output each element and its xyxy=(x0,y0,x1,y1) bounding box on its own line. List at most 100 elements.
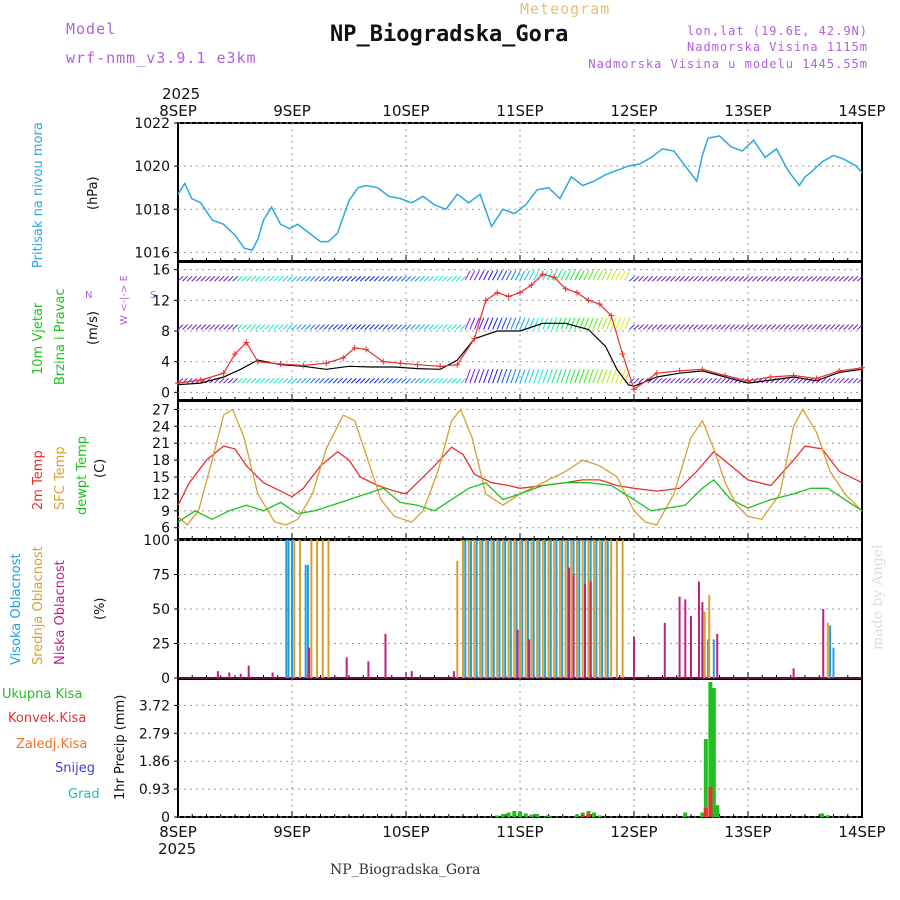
wind-barb xyxy=(597,369,603,384)
wind-barb xyxy=(560,369,567,384)
cloud-bar xyxy=(568,567,571,678)
wind-barb xyxy=(405,324,412,330)
cloud-bar xyxy=(572,574,575,678)
wind-barb xyxy=(195,276,202,282)
wind-barb xyxy=(337,324,343,330)
wind-barb xyxy=(428,324,435,330)
wind-barb xyxy=(565,369,572,384)
cloud-bar xyxy=(716,633,719,678)
wind-barb xyxy=(264,276,270,282)
cloud-bar xyxy=(504,540,507,678)
wind-barb xyxy=(852,276,859,282)
wind-barb xyxy=(464,369,471,384)
wind-barb xyxy=(647,276,654,282)
wind-barb xyxy=(651,276,658,282)
gust-marker xyxy=(254,358,261,365)
cloud-bar xyxy=(484,540,487,678)
wind-barb xyxy=(419,276,426,282)
wind-barb xyxy=(665,377,672,384)
y-tick-label: 1020 xyxy=(134,159,170,175)
cloud-bar xyxy=(792,668,795,678)
wind-barb xyxy=(314,377,321,384)
wind-barb xyxy=(350,276,357,282)
wind-barb xyxy=(259,276,266,282)
wind-barb xyxy=(642,276,649,282)
wind-barb xyxy=(446,377,453,384)
wind-barb xyxy=(665,276,672,282)
wind-barb xyxy=(364,276,371,282)
wind-barb xyxy=(683,377,690,384)
wind-barb xyxy=(369,276,375,282)
gust-marker xyxy=(397,360,404,367)
wind-barb xyxy=(291,377,298,384)
wind-barb xyxy=(218,324,225,330)
cloud-bar xyxy=(601,540,604,678)
low-cloud-label: Niska Oblacnost xyxy=(53,560,68,665)
cloud-bar xyxy=(587,540,590,678)
wind-barb xyxy=(341,377,348,384)
wind-barb xyxy=(177,324,184,330)
wind-barb xyxy=(656,276,663,282)
gust-marker xyxy=(220,370,227,377)
precip-bar xyxy=(512,811,517,817)
wind-barb xyxy=(446,324,453,330)
precip-bar xyxy=(711,688,716,817)
precip-bar xyxy=(495,815,500,817)
wind-barb xyxy=(715,324,722,330)
wind-barb xyxy=(629,324,635,330)
cloud-bar xyxy=(703,611,706,678)
wind-barb xyxy=(268,377,275,384)
wind-barb xyxy=(182,324,188,330)
wind-barb xyxy=(519,369,526,384)
wind-barb xyxy=(847,276,854,282)
wind-barb xyxy=(715,377,722,384)
wind-label: 10m Vjetar xyxy=(31,302,46,375)
wind-barb xyxy=(711,276,717,282)
wind-barb xyxy=(255,377,261,384)
wind-barb xyxy=(606,317,613,330)
day-label-top: 10SEP xyxy=(382,102,429,120)
cloud-bar xyxy=(707,639,710,678)
cloud-bar xyxy=(308,647,311,678)
cloud-bar xyxy=(615,540,618,678)
wind-barb xyxy=(597,317,603,330)
wind-barb xyxy=(442,276,448,282)
wind-barb xyxy=(619,317,626,330)
wind-barb xyxy=(246,324,252,330)
wind-barb xyxy=(287,377,293,384)
cloud-bar xyxy=(701,602,704,678)
wind-barb xyxy=(305,377,312,384)
cloud-bar xyxy=(564,540,567,678)
wind-barb xyxy=(661,276,667,282)
wind-barb xyxy=(692,324,699,330)
conv-precip-label: Konvek.Kisa xyxy=(8,711,86,726)
gust-marker xyxy=(340,354,347,361)
wind-barb xyxy=(747,324,754,330)
wind-barb xyxy=(806,377,813,384)
wind-barb xyxy=(802,276,809,282)
y-tick-label: 1016 xyxy=(134,245,170,261)
wind-barb xyxy=(688,276,695,282)
wind-barb xyxy=(610,270,617,281)
wind-barb xyxy=(765,324,772,330)
wind-barb xyxy=(843,324,850,330)
wind-barb xyxy=(433,324,439,330)
precip-bar xyxy=(715,805,720,817)
wind-barb xyxy=(492,270,499,281)
wind-barb xyxy=(651,377,658,384)
precip-bar xyxy=(580,814,585,817)
wind-barb xyxy=(337,276,343,282)
cloud-bar xyxy=(576,540,578,678)
wind-barb xyxy=(200,324,207,330)
wind-barb xyxy=(460,377,467,384)
wind-barb xyxy=(533,317,540,330)
wind-barb xyxy=(816,324,822,330)
wind-barb xyxy=(551,369,558,384)
wind-barb xyxy=(473,317,480,330)
wind-barb xyxy=(738,276,745,282)
cloud-bar xyxy=(561,540,564,678)
wind-barb xyxy=(514,270,521,281)
wind-barb xyxy=(811,276,818,282)
wind-barb xyxy=(205,324,211,330)
wind-barb xyxy=(405,377,412,384)
